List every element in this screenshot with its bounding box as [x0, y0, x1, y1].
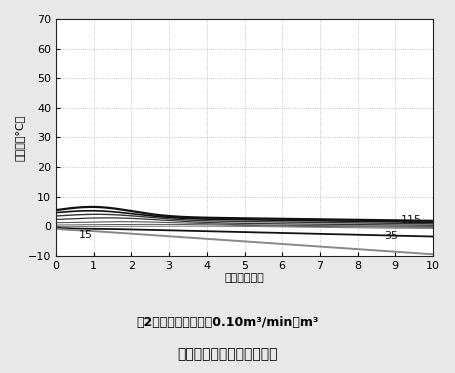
Text: 35: 35 [384, 231, 398, 241]
Text: の条件での材料温度の推移: の条件での材料温度の推移 [177, 347, 278, 361]
Text: 115: 115 [401, 215, 422, 225]
Y-axis label: 温　度（°C）: 温 度（°C） [15, 114, 25, 160]
Text: 図2　無加熱・通気量0.10m³/min・m³: 図2 無加熱・通気量0.10m³/min・m³ [136, 316, 318, 329]
Text: 15: 15 [79, 230, 93, 240]
X-axis label: 日　数（日）: 日 数（日） [225, 273, 264, 283]
